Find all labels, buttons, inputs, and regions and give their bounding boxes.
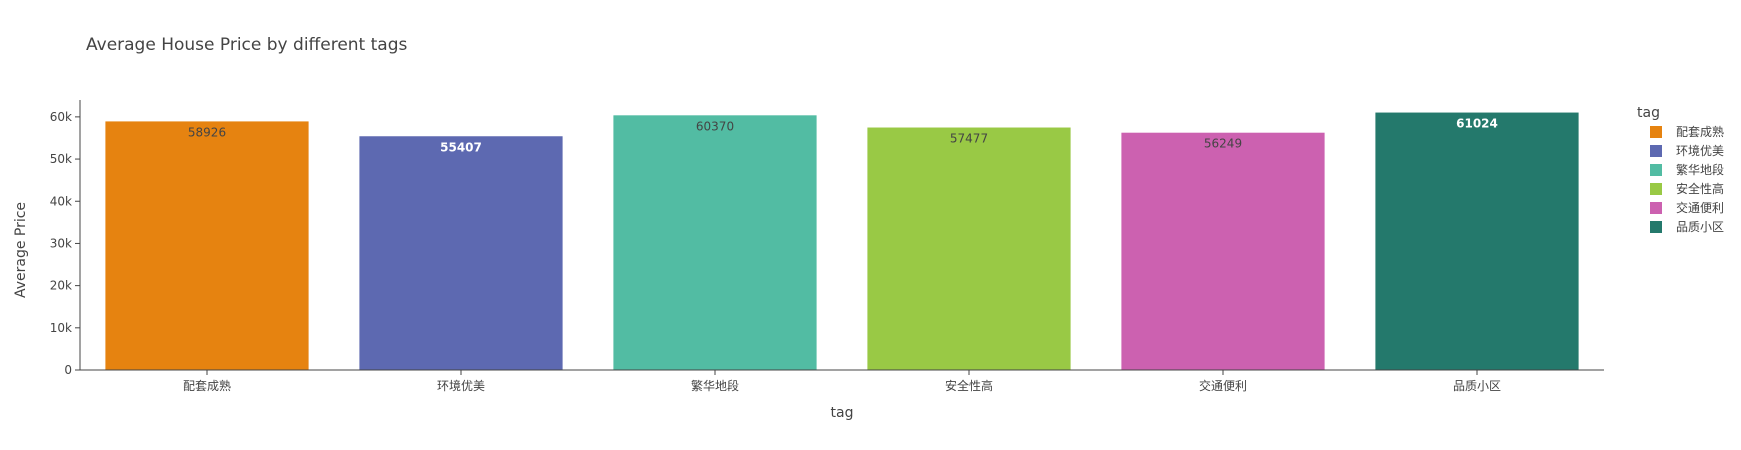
y-tick-label-0: 0 — [64, 363, 72, 377]
bar-value-label-1: 55407 — [440, 140, 482, 154]
bar-value-label-0: 58926 — [188, 125, 226, 139]
bar-value-label-5: 61024 — [1456, 117, 1498, 131]
bar-value-label-4: 56249 — [1204, 137, 1242, 151]
bar-value-label-2: 60370 — [696, 119, 734, 133]
bar-1 — [359, 136, 563, 370]
chart-title: Average House Price by different tags — [86, 35, 407, 55]
legend-item-5: 品质小区 — [1676, 220, 1724, 234]
plot-area: 58926 配套成熟 55407 环境优美 60370 繁华地段 57477 安全性高 5624… — [50, 100, 1604, 393]
legend-item-4: 交通便利 — [1676, 200, 1724, 215]
legend-item-3: 安全性高 — [1676, 181, 1724, 196]
x-tick-label-1: 环境优美 — [437, 378, 485, 393]
bar-0 — [105, 121, 309, 370]
bar-5 — [1375, 112, 1579, 371]
x-tick-label-2: 繁华地段 — [691, 378, 739, 393]
y-tick-label-1: 10k — [50, 321, 72, 335]
legend-title: tag — [1637, 105, 1660, 121]
y-tick-label-2: 20k — [50, 279, 72, 293]
legend-item-2: 繁华地段 — [1676, 162, 1724, 177]
legend-swatch-4 — [1650, 202, 1662, 214]
legend-swatch-1 — [1650, 145, 1662, 157]
legend-swatch-2 — [1650, 164, 1662, 176]
y-tick-label-6: 60k — [50, 110, 72, 124]
bar-3 — [867, 127, 1071, 370]
legend-item-0: 配套成熟 — [1676, 124, 1724, 139]
legend-swatch-5 — [1650, 221, 1662, 233]
legend-swatch-3 — [1650, 183, 1662, 195]
bar-value-label-3: 57477 — [950, 132, 988, 146]
x-tick-label-5: 品质小区 — [1453, 379, 1501, 393]
legend-item-1: 环境优美 — [1676, 143, 1724, 158]
y-axis-title: Average Price — [13, 202, 29, 298]
x-tick-label-3: 安全性高 — [945, 378, 993, 393]
y-tick-label-4: 40k — [50, 194, 72, 208]
y-tick-label-5: 50k — [50, 152, 72, 166]
y-tick-label-3: 30k — [50, 236, 72, 250]
bar-4 — [1121, 132, 1325, 370]
bar-2 — [613, 115, 817, 371]
x-tick-label-4: 交通便利 — [1199, 378, 1247, 393]
legend-swatch-0 — [1650, 126, 1662, 138]
x-axis-title: tag — [831, 405, 854, 421]
x-tick-label-0: 配套成熟 — [183, 378, 231, 393]
